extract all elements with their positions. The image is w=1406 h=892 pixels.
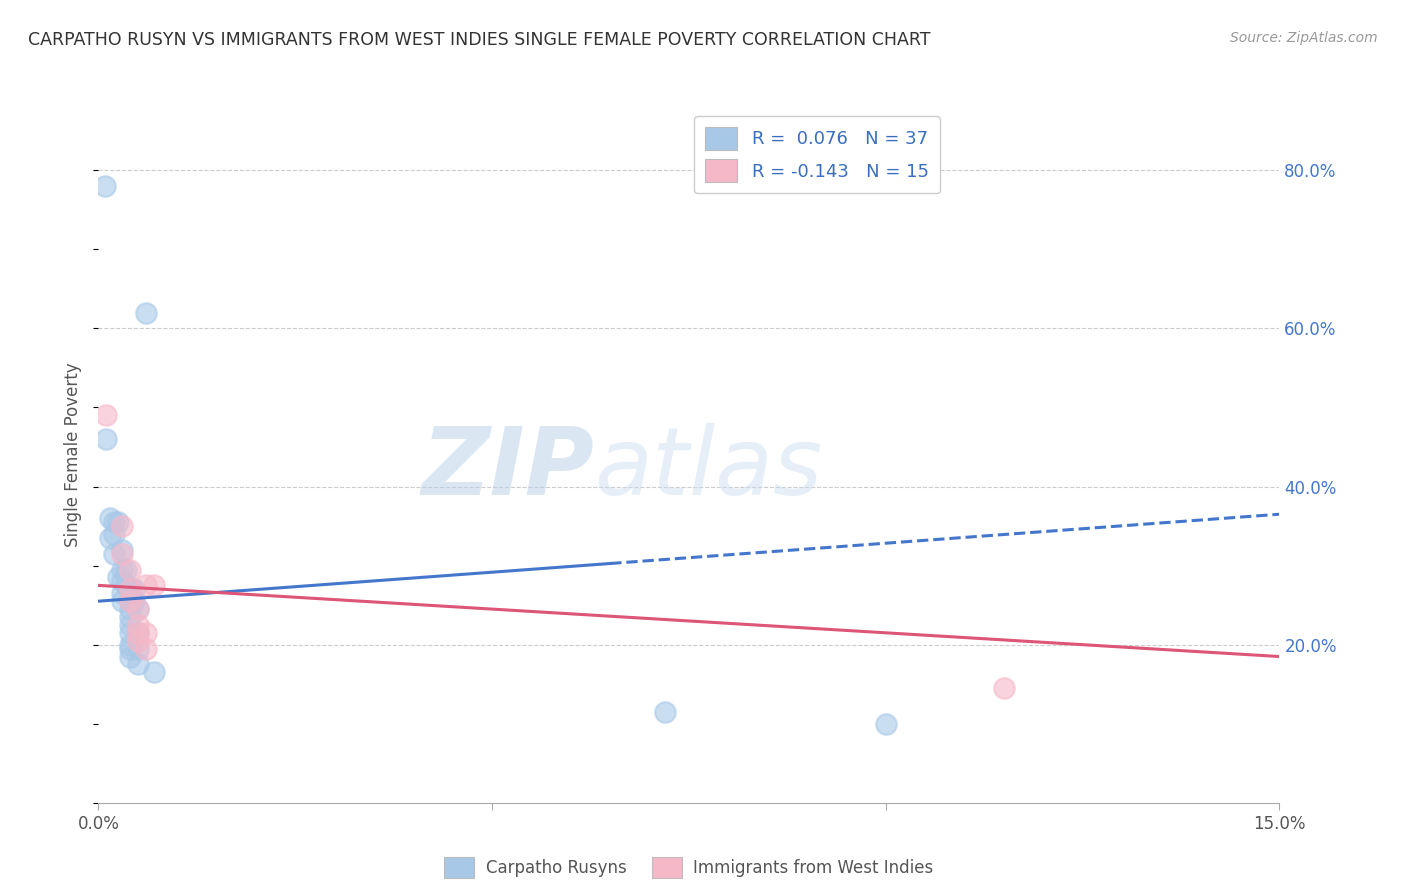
Text: CARPATHO RUSYN VS IMMIGRANTS FROM WEST INDIES SINGLE FEMALE POVERTY CORRELATION : CARPATHO RUSYN VS IMMIGRANTS FROM WEST I…: [28, 31, 931, 49]
Point: [127, 641, 149, 656]
Point: [122, 594, 145, 608]
Point: [118, 638, 141, 652]
Point: [118, 610, 141, 624]
Point: [135, 305, 157, 319]
Legend: Carpatho Rusyns, Immigrants from West Indies: Carpatho Rusyns, Immigrants from West In…: [437, 850, 941, 885]
Point: [142, 578, 165, 592]
Point: [118, 602, 141, 616]
Point: [118, 625, 141, 640]
Point: [135, 641, 157, 656]
Point: [107, 515, 129, 529]
Text: ZIP: ZIP: [422, 423, 595, 515]
Point: [127, 618, 149, 632]
Point: [127, 657, 149, 672]
Text: atlas: atlas: [595, 424, 823, 515]
Point: [111, 563, 134, 577]
Point: [111, 586, 134, 600]
Point: [96, 432, 118, 446]
Point: [111, 519, 134, 533]
Point: [127, 602, 149, 616]
Point: [118, 586, 141, 600]
Point: [98, 531, 121, 545]
Point: [135, 625, 157, 640]
Point: [111, 542, 134, 557]
Point: [118, 582, 141, 597]
Point: [118, 563, 141, 577]
Point: [993, 681, 1015, 695]
Point: [875, 716, 897, 731]
Point: [654, 705, 676, 719]
Point: [118, 594, 141, 608]
Point: [118, 618, 141, 632]
Point: [107, 570, 129, 584]
Point: [127, 625, 149, 640]
Point: [111, 574, 134, 589]
Point: [118, 641, 141, 656]
Point: [127, 633, 149, 648]
Point: [111, 594, 134, 608]
Point: [93, 179, 115, 194]
Point: [118, 582, 141, 597]
Point: [103, 547, 125, 561]
Point: [142, 665, 165, 680]
Point: [115, 578, 138, 592]
Point: [111, 547, 134, 561]
Y-axis label: Single Female Poverty: Single Female Poverty: [65, 363, 83, 547]
Point: [118, 594, 141, 608]
Point: [122, 582, 145, 597]
Point: [98, 511, 121, 525]
Point: [115, 563, 138, 577]
Point: [118, 649, 141, 664]
Point: [135, 578, 157, 592]
Point: [127, 625, 149, 640]
Point: [103, 515, 125, 529]
Point: [103, 527, 125, 541]
Point: [96, 409, 118, 423]
Text: Source: ZipAtlas.com: Source: ZipAtlas.com: [1230, 31, 1378, 45]
Point: [127, 602, 149, 616]
Point: [118, 582, 141, 597]
